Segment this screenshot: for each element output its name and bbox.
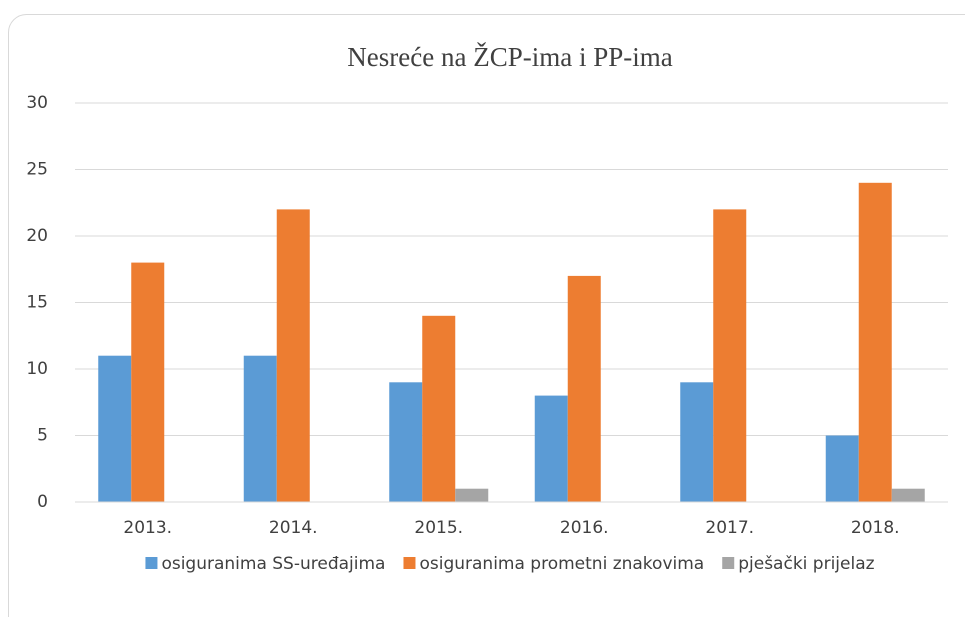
chart-title: Nesreće na ŽCP-ima i PP-ima xyxy=(347,42,672,72)
bar xyxy=(680,382,714,502)
legend-swatch xyxy=(722,557,735,569)
y-tick-label: 25 xyxy=(26,160,48,180)
legend-swatch xyxy=(145,557,158,569)
y-tick-label: 30 xyxy=(26,93,48,113)
bar xyxy=(534,395,568,502)
x-tick-label: 2013. xyxy=(123,518,172,538)
bar xyxy=(389,382,423,502)
bar xyxy=(243,355,277,502)
y-tick-label: 15 xyxy=(26,293,48,313)
bar xyxy=(276,209,310,502)
x-tick-label: 2014. xyxy=(269,518,318,538)
x-tick-label: 2016. xyxy=(560,518,609,538)
legend-label: osiguranima prometni znakovima xyxy=(419,554,704,574)
y-tick-label: 0 xyxy=(37,492,48,512)
legend-label: pješački prijelaz xyxy=(738,554,874,574)
bar xyxy=(891,488,925,502)
legend-label: osiguranima SS-uređajima xyxy=(161,554,385,574)
x-tick-label: 2015. xyxy=(414,518,463,538)
bar xyxy=(98,355,132,502)
x-tick-label: 2017. xyxy=(705,518,754,538)
bar xyxy=(422,315,456,502)
bar xyxy=(455,488,489,502)
bar xyxy=(567,275,601,502)
x-tick-label: 2018. xyxy=(851,518,900,538)
bar xyxy=(858,182,892,503)
bar xyxy=(131,262,165,502)
legend-swatch xyxy=(403,557,416,569)
bar xyxy=(713,209,747,502)
y-tick-label: 5 xyxy=(37,426,48,446)
bar xyxy=(825,435,859,502)
y-tick-label: 10 xyxy=(26,359,48,379)
y-tick-label: 20 xyxy=(26,226,48,246)
